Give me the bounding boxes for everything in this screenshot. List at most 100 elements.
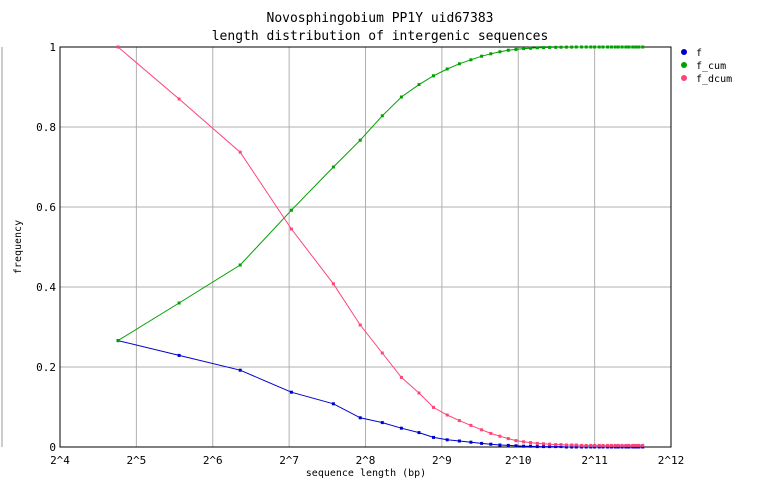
grid bbox=[60, 47, 671, 447]
series-line-f bbox=[117, 340, 643, 448]
series-f bbox=[116, 339, 645, 449]
x-tick-label: 2^4 bbox=[50, 454, 70, 467]
data-point-f_cum bbox=[116, 339, 120, 343]
data-point-f_cum bbox=[480, 54, 484, 58]
data-point-f bbox=[177, 353, 181, 357]
data-point-f bbox=[609, 445, 613, 449]
data-point-f bbox=[616, 445, 620, 449]
data-point-f bbox=[289, 390, 293, 394]
x-tick-label: 2^7 bbox=[279, 454, 299, 467]
data-point-f bbox=[570, 445, 574, 449]
data-point-f bbox=[634, 445, 638, 449]
data-point-f bbox=[554, 445, 558, 449]
data-point-f_dcum bbox=[570, 443, 574, 447]
data-point-f bbox=[498, 443, 502, 447]
data-point-f bbox=[597, 445, 601, 449]
data-point-f_dcum bbox=[469, 423, 473, 427]
x-tick-label: 2^8 bbox=[356, 454, 376, 467]
data-point-f_cum bbox=[238, 263, 242, 267]
data-point-f bbox=[580, 445, 584, 449]
data-point-f_cum bbox=[584, 45, 588, 49]
x-axis-label: sequence length (bp) bbox=[306, 468, 426, 479]
chart-title: Novosphingobium PP1Y uid67383 bbox=[267, 11, 494, 26]
data-point-f_dcum bbox=[514, 439, 518, 443]
data-point-f bbox=[535, 445, 539, 449]
data-point-f bbox=[601, 445, 605, 449]
data-point-f_cum bbox=[627, 45, 631, 49]
legend-item-f_dcum: f_dcum bbox=[681, 74, 732, 85]
data-point-f bbox=[574, 445, 578, 449]
legend-label: f_dcum bbox=[696, 74, 732, 85]
data-point-f_dcum bbox=[627, 443, 631, 447]
data-point-f_dcum bbox=[498, 434, 502, 438]
data-point-f bbox=[399, 426, 403, 430]
data-point-f bbox=[469, 440, 473, 444]
data-point-f_dcum bbox=[417, 391, 421, 395]
data-point-f_dcum bbox=[609, 443, 613, 447]
data-point-f bbox=[564, 445, 568, 449]
data-point-f_cum bbox=[498, 50, 502, 54]
data-point-f_dcum bbox=[457, 419, 461, 423]
x-tick-label: 2^9 bbox=[432, 454, 452, 467]
data-point-f_dcum bbox=[613, 443, 617, 447]
data-point-f_dcum bbox=[542, 442, 545, 446]
x-tick-label: 2^6 bbox=[203, 454, 223, 467]
series-layer bbox=[116, 45, 645, 449]
data-point-f_dcum bbox=[637, 443, 641, 447]
data-point-f bbox=[358, 416, 362, 420]
data-point-f_cum bbox=[641, 45, 645, 49]
y-tick-label: 0 bbox=[49, 441, 56, 454]
data-point-f bbox=[613, 445, 617, 449]
data-point-f_cum bbox=[609, 45, 613, 49]
y-tick-label: 0.6 bbox=[36, 201, 56, 214]
x-tick-labels: 2^4 2^5 2^6 2^7 2^8 2^9 2^10 2^11 2^12 bbox=[50, 454, 684, 467]
y-tick-label: 1 bbox=[49, 41, 56, 54]
data-point-f bbox=[584, 445, 588, 449]
data-point-f_dcum bbox=[554, 443, 558, 447]
data-point-f_dcum bbox=[432, 405, 435, 409]
data-point-f_cum bbox=[469, 58, 473, 62]
legend: f f_cum f_dcum bbox=[681, 48, 732, 85]
data-point-f_cum bbox=[542, 46, 545, 50]
data-point-f_dcum bbox=[489, 431, 493, 435]
data-point-f_dcum bbox=[593, 443, 597, 447]
data-point-f_dcum bbox=[620, 443, 624, 447]
legend-label: f_cum bbox=[696, 61, 726, 72]
data-point-f bbox=[238, 368, 242, 372]
legend-item-f: f bbox=[681, 48, 702, 59]
data-point-f_dcum bbox=[445, 413, 449, 417]
data-point-f_cum bbox=[574, 45, 578, 49]
data-point-f_dcum bbox=[480, 428, 484, 432]
data-point-f bbox=[631, 445, 635, 449]
data-point-f_cum bbox=[580, 45, 584, 49]
data-point-f_dcum bbox=[564, 443, 568, 447]
data-point-f_cum bbox=[616, 45, 620, 49]
data-point-f_cum bbox=[637, 45, 641, 49]
y-tick-labels: 0 0.2 0.4 0.6 0.8 1 bbox=[36, 41, 56, 454]
data-point-f_cum bbox=[606, 45, 610, 49]
series-line-f_cum bbox=[117, 46, 643, 342]
data-point-f bbox=[641, 445, 645, 449]
data-point-f bbox=[559, 445, 563, 449]
data-point-f_cum bbox=[589, 45, 593, 49]
series-f_dcum bbox=[116, 45, 645, 447]
data-point-f_cum bbox=[417, 83, 421, 87]
data-point-f_cum bbox=[358, 138, 362, 142]
data-point-f_dcum bbox=[358, 323, 362, 327]
data-point-f bbox=[637, 445, 641, 449]
data-point-f bbox=[331, 402, 335, 406]
data-point-f_cum bbox=[399, 95, 403, 99]
legend-marker-icon bbox=[681, 75, 687, 81]
data-point-f_dcum bbox=[574, 443, 578, 447]
data-point-f_dcum bbox=[631, 443, 635, 447]
data-point-f bbox=[457, 439, 461, 443]
y-tick-label: 0.4 bbox=[36, 281, 56, 294]
data-point-f_cum bbox=[380, 114, 384, 118]
data-point-f_cum bbox=[559, 45, 563, 49]
x-tick-label: 2^10 bbox=[505, 454, 532, 467]
data-point-f bbox=[620, 445, 624, 449]
chart-subtitle: length distribution of intergenic sequen… bbox=[212, 29, 549, 44]
y-axis-label: frequency bbox=[13, 220, 24, 274]
legend-marker-icon bbox=[681, 62, 687, 68]
data-point-f_cum bbox=[631, 45, 635, 49]
